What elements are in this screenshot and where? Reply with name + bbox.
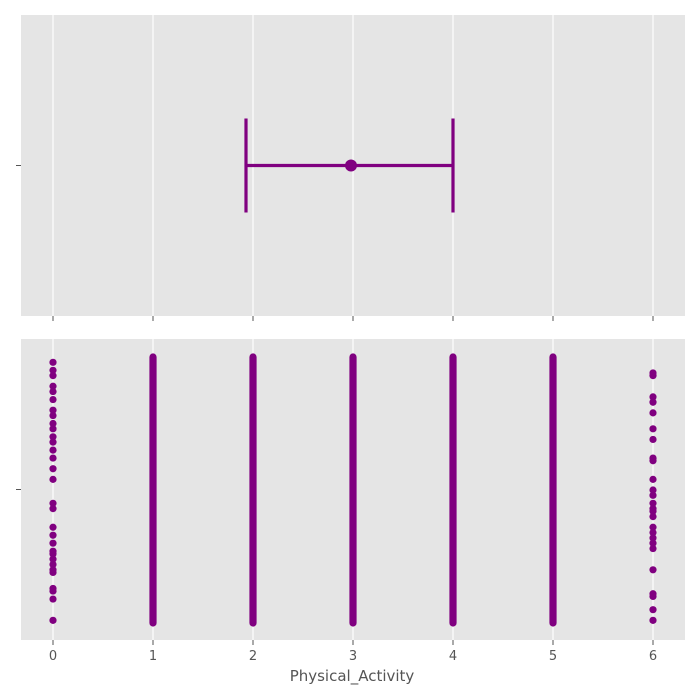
scatter-point: [49, 446, 57, 454]
dense-point-column: [149, 353, 157, 627]
top-x-ticks: [52, 316, 654, 321]
scatter-point: [649, 507, 657, 515]
scatter-point: [649, 606, 657, 614]
scatter-point: [649, 534, 657, 542]
scatter-point: [49, 499, 57, 507]
scatter-point: [649, 544, 657, 553]
scatter-point: [49, 560, 57, 569]
scatter-point: [49, 555, 57, 563]
scatter-point: [649, 393, 657, 401]
dense-point-column: [449, 353, 457, 627]
dense-point-column: [549, 353, 557, 627]
scatter-point: [49, 387, 57, 396]
x-axis-title: Physical_Activity: [290, 667, 415, 686]
scatter-point: [49, 475, 57, 483]
scatter-point: [649, 528, 657, 537]
scatter-point: [649, 398, 657, 406]
scatter-point: [49, 372, 57, 380]
scatter-point: [49, 539, 57, 547]
x-tick-label: 5: [549, 649, 557, 664]
scatter-point: [49, 366, 57, 374]
scatter-point: [649, 513, 657, 521]
scatter-point: [649, 592, 657, 601]
scatter-point: [49, 382, 57, 390]
top-panel: [16, 15, 685, 321]
scatter-point: [649, 499, 657, 507]
scatter-point: [49, 505, 57, 513]
bottom-scatter-group: [49, 353, 657, 627]
scatter-point: [649, 539, 657, 547]
top-errorbar-group: [244, 118, 455, 213]
bottom-panel: 0 1 2 3 4 5 6 Physical_Activity: [16, 339, 685, 686]
scatter-point: [649, 372, 657, 380]
scatter-point: [49, 550, 57, 558]
dense-point-column: [249, 353, 257, 627]
scatter-point: [49, 523, 57, 531]
scatter-point: [649, 616, 657, 624]
scatter-point: [649, 435, 657, 444]
scatter-point: [649, 491, 657, 499]
mean-point: [345, 159, 357, 172]
scatter-point: [49, 358, 57, 366]
x-tick-label: 6: [649, 649, 657, 664]
scatter-point: [49, 587, 57, 595]
scatter-point: [49, 465, 57, 473]
scatter-point: [649, 475, 657, 483]
scatter-point: [649, 457, 657, 465]
x-tick-labels: 0 1 2 3 4 5 6: [49, 649, 657, 664]
dense-point-column: [349, 353, 357, 627]
scatter-point: [49, 425, 57, 433]
scatter-point: [49, 419, 57, 428]
bottom-x-ticks: [52, 640, 654, 645]
scatter-point: [49, 395, 57, 404]
scatter-point: [49, 438, 57, 446]
scatter-point: [49, 616, 57, 624]
scatter-point: [49, 433, 57, 441]
scatter-point: [49, 454, 57, 462]
scatter-point: [49, 411, 57, 420]
scatter-point: [49, 568, 57, 577]
scatter-point: [649, 409, 657, 417]
x-tick-label: 3: [349, 649, 357, 664]
scatter-point: [49, 406, 57, 414]
x-tick-label: 0: [49, 649, 57, 664]
x-tick-label: 2: [249, 649, 257, 664]
scatter-point: [49, 531, 57, 539]
scatter-point: [649, 425, 657, 433]
scatter-point: [649, 486, 657, 494]
x-tick-label: 1: [149, 649, 157, 664]
scatter-point: [49, 595, 57, 603]
x-tick-label: 4: [449, 649, 457, 664]
scatter-point: [649, 566, 657, 574]
scatter-point: [649, 523, 657, 531]
